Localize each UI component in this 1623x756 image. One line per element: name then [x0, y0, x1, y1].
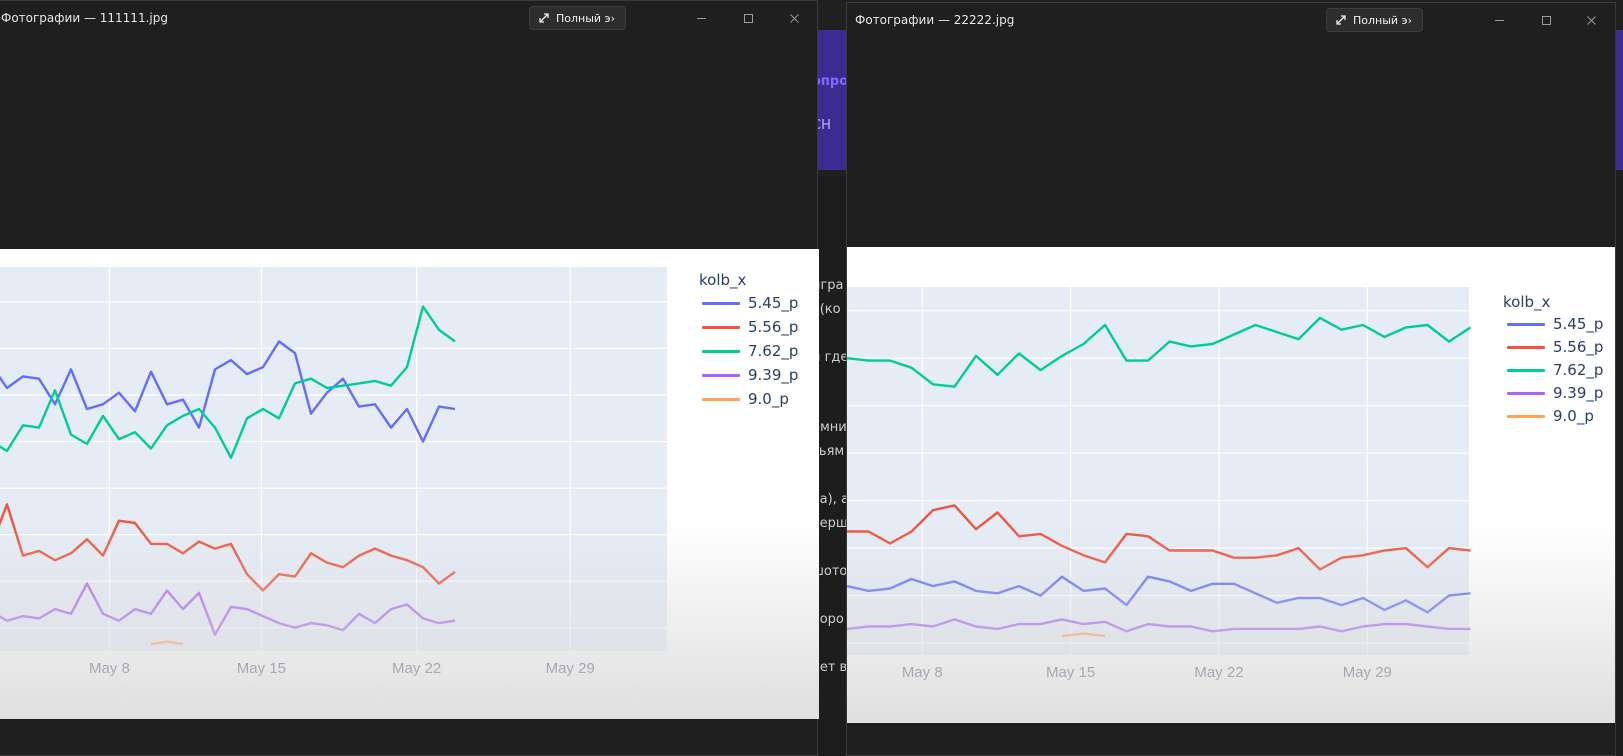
maximize-button[interactable]: [1535, 9, 1557, 31]
legend-swatch: [702, 349, 740, 353]
legend-item: 5.56_p: [1507, 338, 1603, 356]
legend-item: 5.45_p: [702, 294, 798, 312]
series-line: [0, 305, 456, 460]
window-title: Фотографии — 111111.jpg: [1, 11, 168, 25]
legend-label: 9.39_p: [1553, 384, 1604, 402]
fullscreen-button[interactable]: Полный э›: [529, 6, 626, 30]
legend-label: 5.56_p: [1553, 338, 1604, 356]
window-title: Фотографии — 22222.jpg: [855, 13, 1015, 27]
fullscreen-button[interactable]: Полный э›: [1326, 8, 1423, 32]
background-text: ва), а: [812, 492, 849, 507]
background-text: игра: [812, 278, 844, 293]
plot-area: [0, 267, 667, 651]
x-tick-label: May 8: [89, 660, 130, 677]
minimize-button[interactable]: [690, 7, 712, 29]
photo-view[interactable]: May 8 May 15 May 22 May 29 kolb_x 5.45_p 5.…: [847, 247, 1615, 723]
photo-view[interactable]: May 8 May 15 May 22 May 29 kolb_x 5.45_p 5.…: [0, 249, 819, 719]
legend-swatch: [1507, 391, 1545, 395]
legend-item: 9.39_p: [702, 366, 798, 384]
background-text: зьям: [812, 444, 845, 459]
close-icon: [789, 13, 799, 23]
maximize-button[interactable]: [737, 7, 759, 29]
x-tick-label: May 29: [546, 660, 595, 677]
chart-plot: May 8 May 15 May 22 May 29: [0, 267, 667, 677]
fullscreen-label: Полный э›: [556, 11, 615, 25]
title-bar[interactable]: Фотографии — 22222.jpg Полный э›: [847, 3, 1615, 37]
legend-swatch: [702, 325, 740, 329]
expand-icon: [1336, 15, 1346, 25]
x-tick-label: May 29: [1343, 664, 1392, 681]
series-line: [847, 316, 1472, 388]
legend-item: 7.62_p: [702, 342, 798, 360]
x-tick-label: May 22: [1194, 664, 1243, 681]
background-text: верш: [812, 516, 848, 531]
x-tick-label: May 15: [237, 660, 286, 677]
legend-item: 9.0_p: [702, 390, 789, 408]
legend-label: 5.45_p: [1553, 315, 1604, 333]
legend-label: 7.62_p: [748, 342, 799, 360]
legend-label: 9.39_p: [748, 366, 799, 384]
legend-label: 5.56_p: [748, 318, 799, 336]
legend-swatch: [702, 397, 740, 401]
background-text: опро: [812, 74, 849, 89]
background-text: хоро: [812, 612, 844, 627]
close-icon: [1586, 15, 1596, 25]
legend-item: 9.39_p: [1507, 384, 1603, 402]
legend-label: 9.0_p: [748, 390, 789, 408]
x-tick-label: May 22: [392, 660, 441, 677]
legend-label: 9.0_p: [1553, 407, 1594, 425]
legend-swatch: [702, 301, 740, 305]
legend-swatch: [702, 373, 740, 377]
legend-swatch: [1507, 322, 1545, 326]
legend-swatch: [1507, 414, 1545, 418]
x-tick-label: May 8: [902, 664, 943, 681]
x-tick-label: May 15: [1046, 664, 1095, 681]
background-text: омни: [812, 420, 847, 435]
legend-label: 5.45_p: [748, 294, 799, 312]
minimize-icon: [696, 17, 706, 19]
photos-window-2[interactable]: Фотографии — 22222.jpg Полный э› May 8 Ma…: [846, 2, 1616, 756]
legend-swatch: [1507, 345, 1545, 349]
close-button[interactable]: [1580, 9, 1602, 31]
background-text: шото: [812, 564, 848, 579]
expand-icon: [539, 13, 549, 23]
maximize-icon: [1541, 15, 1551, 25]
maximize-icon: [743, 13, 753, 23]
close-button[interactable]: [783, 7, 805, 29]
legend-item: 5.45_p: [1507, 315, 1603, 333]
legend-label: 7.62_p: [1553, 361, 1604, 379]
legend-title: kolb_x: [699, 271, 747, 289]
minimize-icon: [1494, 19, 1504, 21]
legend-title: kolb_x: [1503, 293, 1551, 311]
fullscreen-label: Полный э›: [1353, 13, 1412, 27]
background-text: х(ко: [812, 302, 841, 317]
plot-area: [847, 287, 1469, 655]
background-text: и где: [812, 350, 849, 365]
minimize-button[interactable]: [1488, 9, 1510, 31]
series-line: [0, 340, 456, 443]
legend-item: 9.0_p: [1507, 407, 1594, 425]
background-text: кет в: [812, 660, 848, 675]
chart-plot: May 8 May 15 May 22 May 29: [847, 287, 1472, 681]
legend-item: 5.56_p: [702, 318, 798, 336]
title-bar[interactable]: Фотографии — 111111.jpg Полный э›: [0, 1, 817, 35]
legend-item: 7.62_p: [1507, 361, 1603, 379]
legend-swatch: [1507, 368, 1545, 372]
